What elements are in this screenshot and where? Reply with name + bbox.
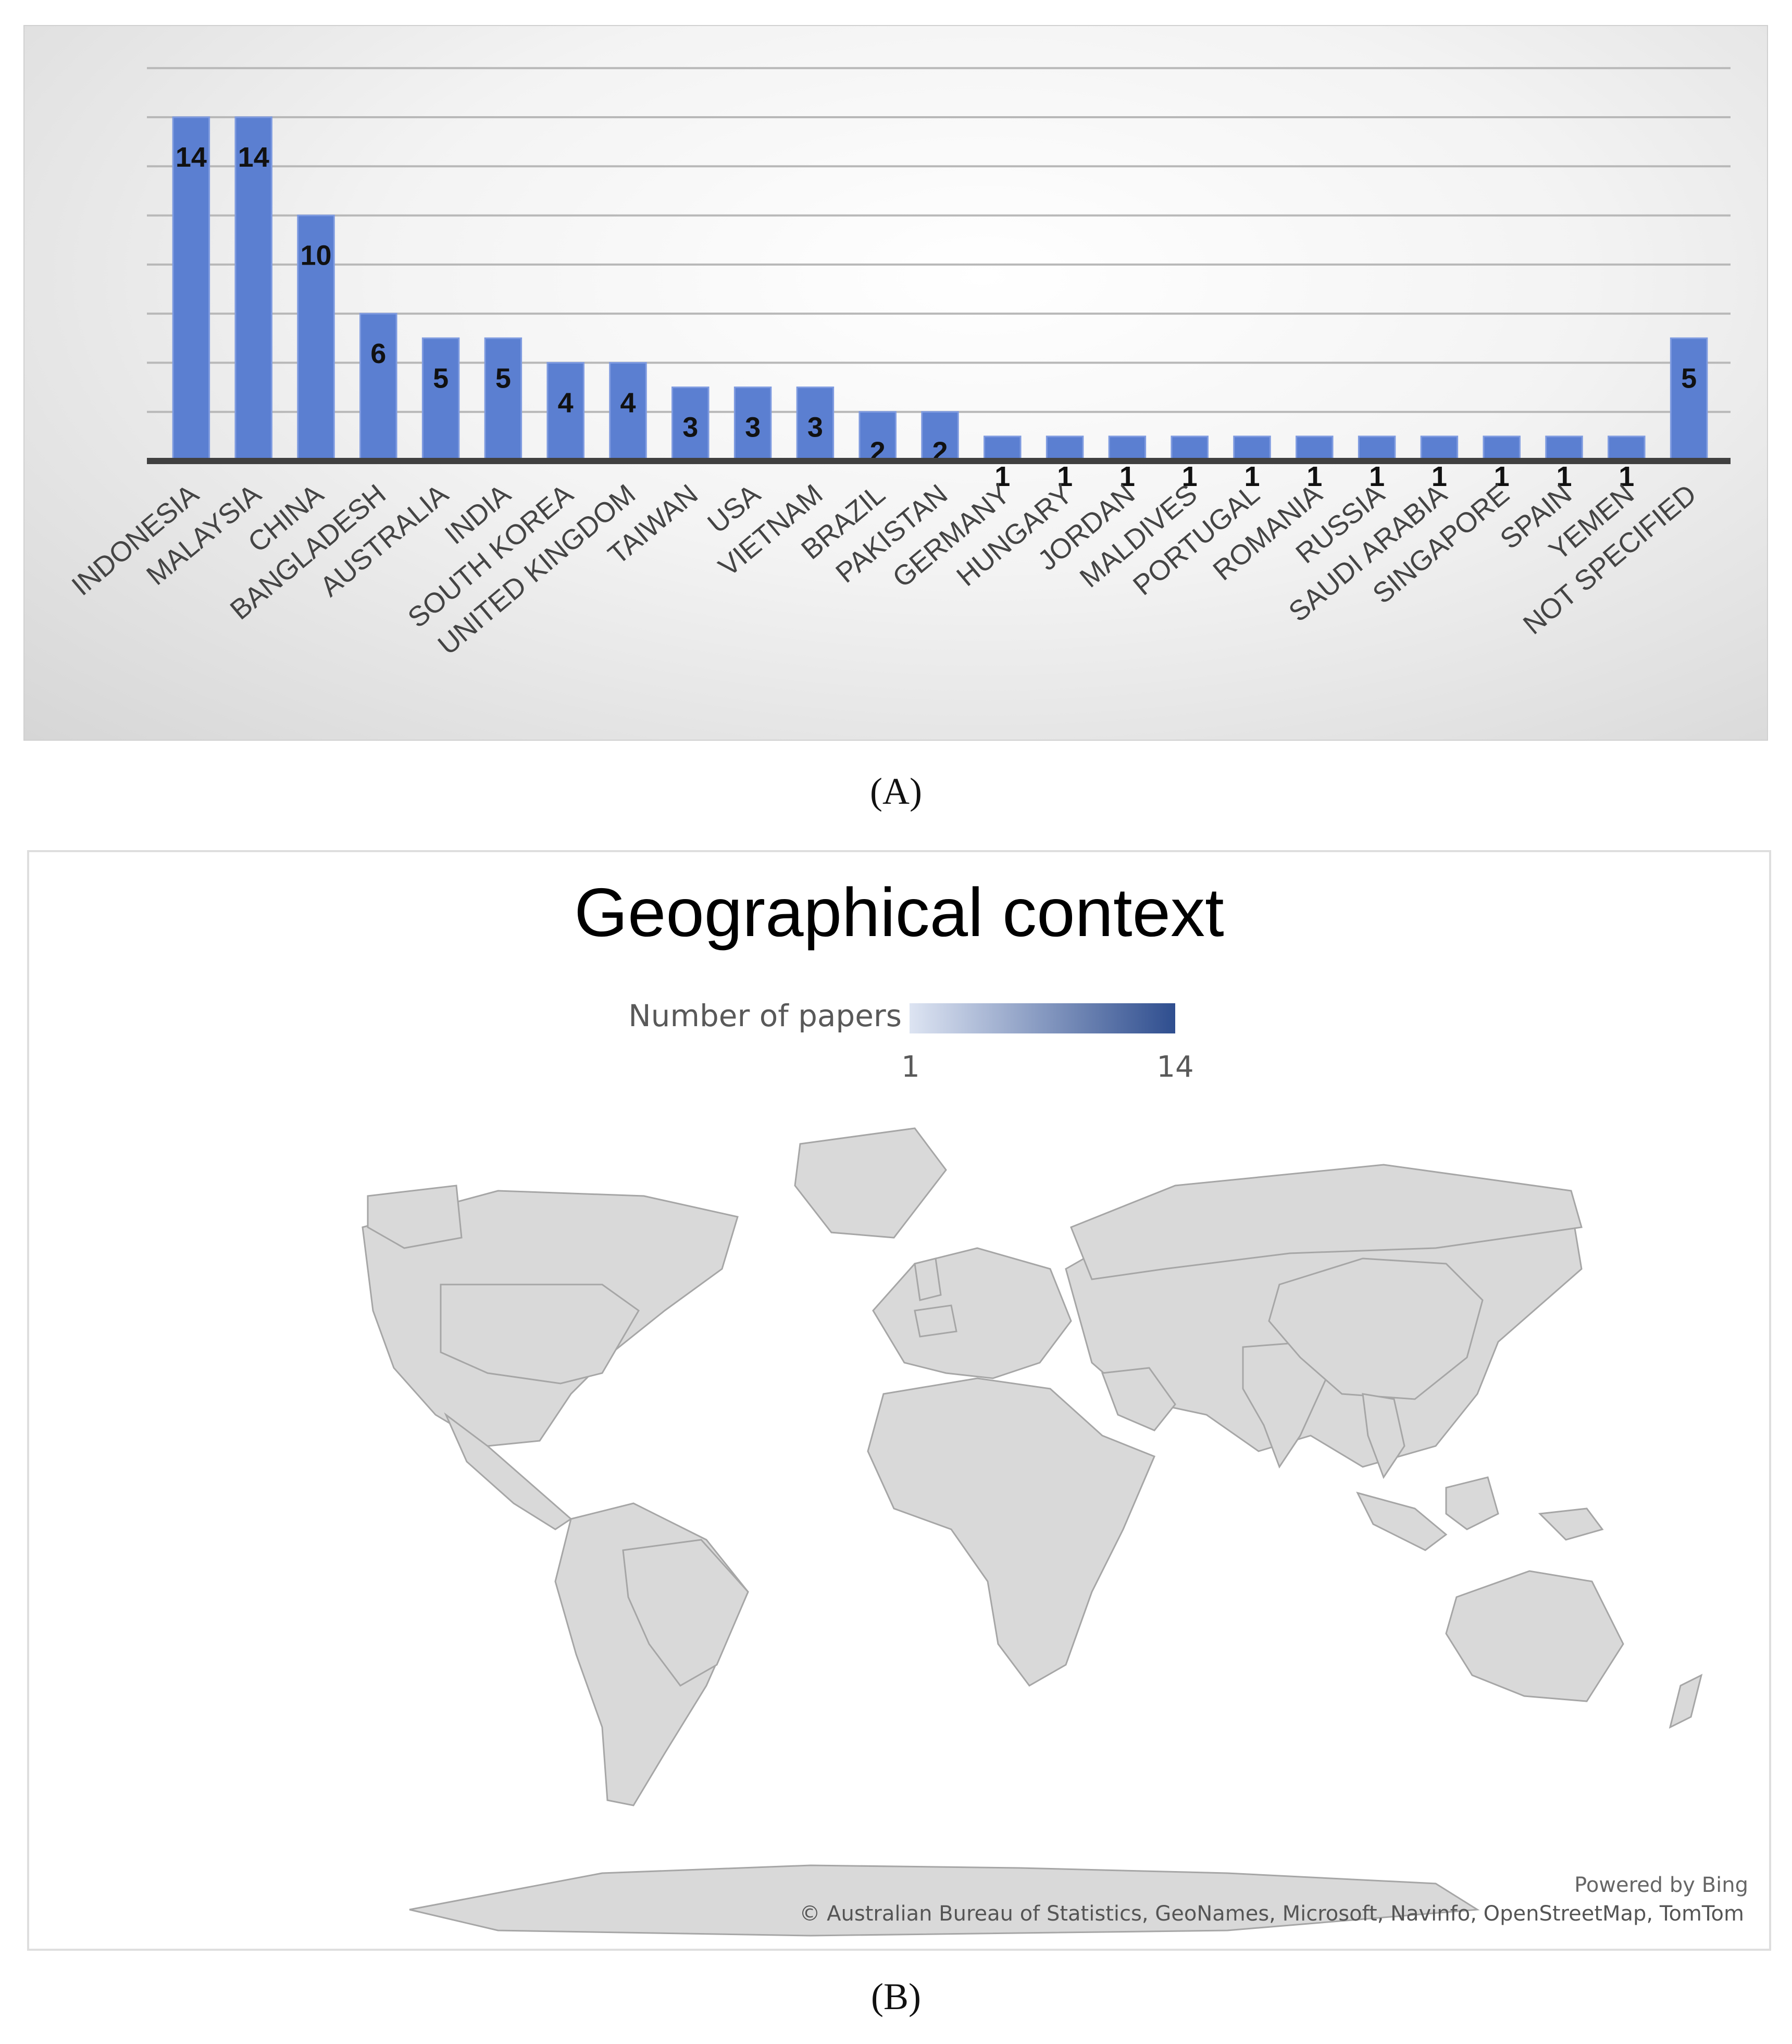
- map-region-southeast-asia: [1362, 1393, 1405, 1479]
- map-credits: © Australian Bureau of Statistics, GeoNa…: [799, 1902, 1744, 1926]
- data-label: 5: [495, 363, 511, 394]
- data-label: 1: [1556, 461, 1572, 492]
- bar: [1358, 435, 1396, 462]
- bar: [858, 411, 897, 462]
- map-region-uk: [914, 1257, 942, 1301]
- caption-b: (B): [871, 1976, 921, 2017]
- legend-max-value: 14: [1156, 1050, 1194, 1084]
- powered-by-label: Powered by Bing: [1574, 1873, 1748, 1897]
- bar: [984, 435, 1022, 462]
- map-region-new-zealand: [1669, 1674, 1703, 1729]
- bar: [1296, 435, 1334, 462]
- bar: [1420, 435, 1459, 462]
- bar: [1046, 435, 1084, 462]
- bar: [1545, 435, 1583, 462]
- map-region-borneo: [1445, 1476, 1499, 1530]
- bar: [359, 313, 397, 462]
- map-region-australia: [1445, 1570, 1624, 1702]
- world-map: [362, 1127, 1703, 1937]
- map-region-africa: [867, 1377, 1155, 1687]
- map-region-usa: [440, 1283, 640, 1385]
- data-label: 1: [1306, 461, 1322, 492]
- map-region-europe: [872, 1247, 1072, 1379]
- map-region-russia: [1070, 1164, 1583, 1280]
- bar: [1108, 435, 1147, 462]
- data-label: 1: [1619, 461, 1634, 492]
- map-panel: Geographical context Number of papers 1 …: [27, 850, 1771, 1951]
- bar: [671, 387, 710, 462]
- bar: [1171, 435, 1209, 462]
- bar: [1608, 435, 1646, 462]
- map-region-brazil: [622, 1539, 749, 1687]
- data-label: 1: [1494, 461, 1510, 492]
- legend-color-scale: [910, 1003, 1175, 1033]
- bar: [1233, 435, 1271, 462]
- bar: [921, 411, 959, 462]
- map-region-china: [1268, 1257, 1484, 1400]
- bar: [484, 337, 522, 462]
- data-label: 14: [238, 142, 269, 173]
- bar: [733, 387, 772, 462]
- data-label: 6: [370, 338, 386, 369]
- data-label: 5: [1681, 363, 1697, 394]
- bar: [172, 116, 210, 462]
- data-label: 3: [807, 412, 823, 443]
- bar-chart-panel: 14 INDONESIA 14 MALAYSIA 10 CHINA 6 BANGLADESH 5…: [23, 25, 1768, 741]
- data-label: 1: [994, 461, 1010, 492]
- map-region-central-america: [444, 1412, 573, 1530]
- data-label: 1: [1432, 461, 1447, 492]
- map-region-indonesia: [1356, 1491, 1448, 1551]
- data-label: 3: [745, 412, 761, 443]
- bar: [234, 116, 272, 462]
- data-label: 4: [558, 387, 574, 418]
- map-region-antarctica: [409, 1864, 1480, 1937]
- data-label: 1: [1119, 461, 1135, 492]
- caption-a: (A): [870, 770, 922, 812]
- map-region-alaska: [367, 1185, 463, 1249]
- map-title: Geographical context: [574, 874, 1224, 951]
- bar: [1670, 337, 1708, 462]
- bar: [546, 362, 584, 462]
- bar-chart: 14INDONESIA14MALAYSIA10CHINA6BANGLADESH5…: [66, 67, 1731, 661]
- data-label: 1: [1369, 461, 1385, 492]
- data-label: 5: [433, 363, 449, 394]
- data-label: 1: [1244, 461, 1260, 492]
- map-region-papua: [1538, 1507, 1604, 1541]
- data-label: 1: [1057, 461, 1073, 492]
- data-label: 14: [176, 142, 207, 173]
- data-label: 10: [300, 240, 331, 271]
- map-region-saudi-arabia: [1101, 1367, 1176, 1431]
- bar: [1483, 435, 1521, 462]
- bar: [421, 337, 460, 462]
- bar: [297, 215, 335, 462]
- map-region-greenland: [794, 1127, 947, 1239]
- data-label: 4: [620, 387, 636, 418]
- data-label: 3: [682, 412, 698, 443]
- legend-min-value: 1: [901, 1050, 920, 1084]
- map-region-spain: [914, 1304, 957, 1338]
- data-label: 1: [1182, 461, 1198, 492]
- legend-label: Number of papers: [628, 998, 902, 1033]
